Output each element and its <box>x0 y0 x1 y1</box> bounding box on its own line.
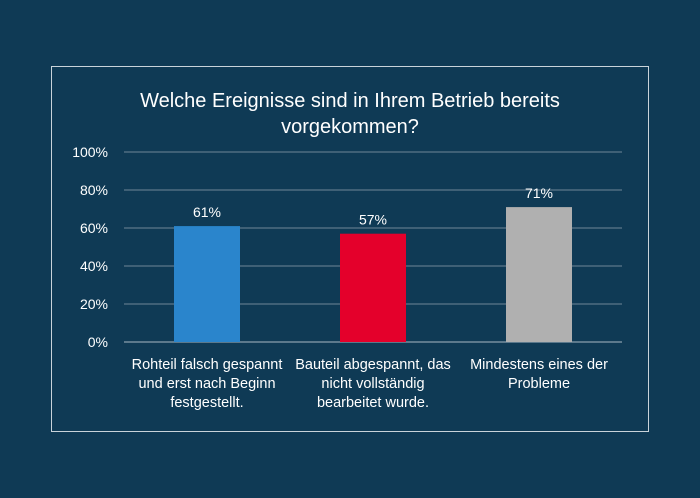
chart-title: Welche Ereignisse sind in Ihrem Betrieb … <box>140 90 560 138</box>
bar <box>340 233 406 342</box>
data-label: 57% <box>359 212 387 228</box>
x-tick-label: Rohteil falsch gespannt und erst nach Be… <box>131 357 283 411</box>
y-tick-label: 60% <box>80 220 108 236</box>
data-label: 61% <box>193 204 221 220</box>
bar <box>506 207 572 342</box>
x-tick-label: Mindestens eines der Probleme <box>470 357 608 392</box>
x-tick-label: Bauteil abgespannt, das nicht vollständi… <box>295 357 451 411</box>
data-label: 71% <box>525 185 553 201</box>
y-tick-label: 20% <box>80 296 108 312</box>
y-tick-label: 0% <box>88 334 108 350</box>
chart-frame <box>51 66 649 432</box>
y-tick-label: 100% <box>72 144 108 160</box>
y-tick-label: 80% <box>80 182 108 198</box>
y-tick-label: 40% <box>80 258 108 274</box>
bar <box>174 226 240 342</box>
